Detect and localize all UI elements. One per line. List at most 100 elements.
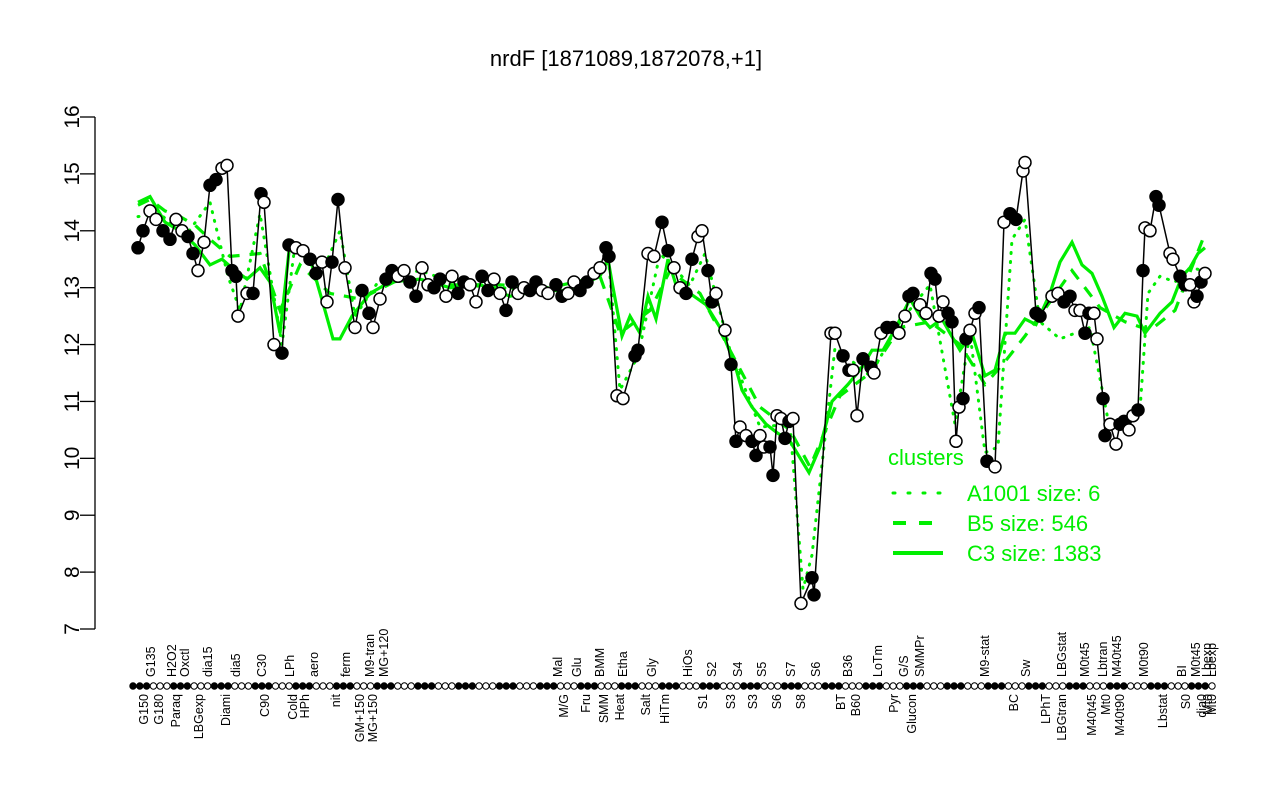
x-marker-dot <box>217 682 225 690</box>
data-point <box>749 448 763 463</box>
data-point <box>850 408 864 423</box>
data-point <box>1143 224 1157 238</box>
x-tick-label: Diami <box>219 694 233 726</box>
x-marker-dot <box>835 682 843 690</box>
x-tick-label: Mt0 <box>1205 694 1219 715</box>
data-point <box>505 275 519 289</box>
y-tick-label: 7 <box>61 623 84 635</box>
x-marker-dot <box>1140 682 1148 690</box>
x-marker-dot <box>502 682 510 690</box>
x-marker-dot <box>882 682 890 690</box>
x-marker-dot <box>1086 682 1094 690</box>
data-point <box>1090 332 1104 346</box>
x-marker-dot <box>237 682 246 690</box>
x-marker-dot <box>1174 682 1182 690</box>
x-marker-dot <box>807 682 816 690</box>
data-point <box>602 249 616 264</box>
x-marker-dot <box>305 682 314 690</box>
x-marker-dot <box>170 682 178 690</box>
x-tick-label: S1 <box>696 694 710 709</box>
y-tick-label: 11 <box>61 391 84 413</box>
x-tick-label: LBGstat <box>1055 631 1069 677</box>
x-tick-label: S7 <box>784 662 798 677</box>
x-tick-label: BC <box>1007 694 1021 711</box>
x-marker-dot <box>719 682 728 690</box>
data-point <box>1183 278 1197 292</box>
data-point <box>229 269 243 284</box>
x-marker-dot <box>299 682 307 690</box>
x-marker-dot <box>936 682 945 690</box>
data-point <box>131 241 145 255</box>
data-point <box>246 286 260 301</box>
data-point <box>403 275 417 289</box>
x-tick-label: M0t90 <box>1137 642 1151 677</box>
x-marker-dot <box>787 682 795 690</box>
data-point <box>451 286 465 301</box>
data-point <box>1087 306 1101 321</box>
x-marker-dot <box>353 682 361 690</box>
data-point <box>366 320 380 335</box>
x-tick-label: M/G <box>557 694 571 718</box>
data-point <box>1109 437 1123 451</box>
x-marker-dot <box>387 682 395 690</box>
x-tick-label: LBGexp <box>192 694 206 739</box>
x-marker-dot <box>692 682 700 690</box>
x-tick-label: Glucon <box>905 694 919 734</box>
data-point <box>679 286 693 301</box>
x-marker-dot <box>801 682 809 690</box>
x-tick-label: Etha <box>616 651 630 677</box>
data-point <box>807 588 821 602</box>
x-marker-dot <box>312 682 320 690</box>
data-point <box>616 391 630 406</box>
x-marker-dot <box>1208 682 1216 690</box>
data-point <box>355 283 369 298</box>
data-point <box>963 323 977 338</box>
data-point <box>892 326 906 340</box>
x-marker-dot <box>1167 682 1176 690</box>
x-marker-dot <box>366 682 375 690</box>
x-tick-label: BT <box>834 694 848 710</box>
x-tick-label: LPh <box>283 655 297 677</box>
x-marker-dot <box>475 682 483 690</box>
x-tick-label: HPh <box>298 694 312 718</box>
x-marker-dot <box>665 682 673 690</box>
x-marker-dot <box>923 682 931 690</box>
x-marker-dot <box>1181 682 1189 690</box>
x-marker-dot <box>522 682 531 690</box>
data-point <box>197 235 211 249</box>
data-point <box>580 275 594 289</box>
y-tick-label: 9 <box>61 509 84 521</box>
data-point <box>856 352 870 366</box>
x-marker-dot <box>244 682 253 690</box>
x-marker-dot <box>957 682 965 690</box>
y-tick-label: 14 <box>61 219 84 243</box>
data-point <box>695 224 709 238</box>
x-marker-dot <box>258 682 266 690</box>
x-marker-dot <box>292 682 300 690</box>
x-marker-dot <box>427 682 436 690</box>
x-tick-label: Sw <box>1019 659 1033 677</box>
data-point <box>1033 309 1047 323</box>
data-point <box>348 320 362 335</box>
x-tick-label: Fru <box>579 694 593 713</box>
x-marker-dot <box>231 682 239 690</box>
x-tick-label: B60 <box>849 694 863 716</box>
x-marker-dot <box>448 682 456 690</box>
data-point <box>805 571 819 585</box>
data-point <box>325 255 339 269</box>
data-point <box>1166 252 1180 266</box>
data-point <box>972 300 986 315</box>
data-point <box>136 224 150 238</box>
data-point <box>231 309 245 323</box>
x-marker-dot <box>916 682 924 690</box>
x-marker-dot <box>556 682 565 690</box>
legend: clusters A1001 size: 6 B5 size: 546 C3 s… <box>888 445 1102 566</box>
x-tick-label: MG+150 <box>366 694 380 742</box>
x-marker-dot <box>645 682 653 690</box>
x-marker-dot <box>434 682 443 690</box>
x-tick-label: M40t45 <box>1085 694 1099 736</box>
data-point <box>593 261 607 275</box>
x-marker-dot <box>1201 682 1209 690</box>
x-marker-dot <box>441 682 449 690</box>
